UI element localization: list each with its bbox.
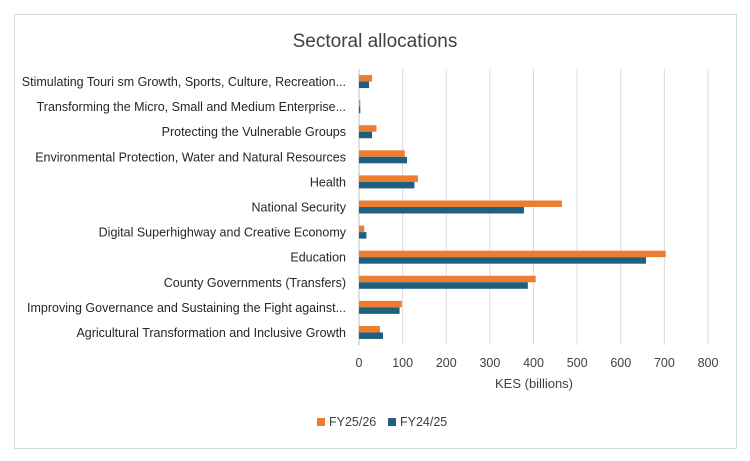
category-label: County Governments (Transfers) <box>164 276 346 290</box>
legend-swatch <box>317 418 325 426</box>
bar-fy25-26 <box>359 100 361 107</box>
chart-title: Sectoral allocations <box>293 31 458 52</box>
x-tick-label: 0 <box>356 356 363 370</box>
legend-item[interactable]: FY24/25 <box>388 415 447 429</box>
x-tick-label: 100 <box>392 356 413 370</box>
bar-fy24-25 <box>359 232 367 239</box>
category-label: Protecting the Vulnerable Groups <box>162 125 346 139</box>
x-tick-label: 800 <box>698 356 719 370</box>
bar-fy25-26 <box>359 75 373 82</box>
x-tick-label: 200 <box>436 356 457 370</box>
category-label: Health <box>310 175 346 189</box>
legend-label: FY24/25 <box>400 415 447 429</box>
bar-fy24-25 <box>359 156 407 164</box>
bar-fy24-25 <box>359 207 524 214</box>
bar-fy25-26 <box>359 275 536 283</box>
bar-fy24-25 <box>359 81 370 89</box>
legend[interactable]: FY25/26 FY24/25 <box>317 415 447 429</box>
bar-fy25-26 <box>359 125 377 132</box>
bar-fy25-26 <box>359 225 365 233</box>
bars <box>359 75 666 339</box>
bar-fy24-25 <box>359 131 373 139</box>
category-label: Environmental Protection, Water and Natu… <box>35 150 346 164</box>
bar-fy25-26 <box>359 175 418 182</box>
category-label: Agricultural Transformation and Inclusiv… <box>76 326 346 340</box>
bar-fy24-25 <box>359 282 528 289</box>
x-tick-label: 300 <box>479 356 500 370</box>
legend-swatch <box>388 418 396 426</box>
bar-fy25-26 <box>359 150 405 157</box>
bar-fy24-25 <box>359 257 647 264</box>
x-tick-label: 700 <box>654 356 675 370</box>
x-tick-label: 600 <box>610 356 631 370</box>
bar-fy25-26 <box>359 200 562 207</box>
bar-fy24-25 <box>359 106 361 114</box>
x-tick-label: 500 <box>567 356 588 370</box>
legend-item[interactable]: FY25/26 <box>317 415 376 429</box>
chart-frame <box>14 14 737 449</box>
bar-fy25-26 <box>359 300 402 308</box>
bar-fy25-26 <box>359 325 380 333</box>
x-axis-title: KES (billions) <box>495 376 573 391</box>
x-tick-label: 400 <box>523 356 544 370</box>
bar-fy25-26 <box>359 250 666 258</box>
legend-label: FY25/26 <box>329 415 376 429</box>
category-label: Digital Superhighway and Creative Econom… <box>99 226 347 240</box>
bar-fy24-25 <box>359 307 400 314</box>
category-label: Improving Governance and Sustaining the … <box>27 301 346 315</box>
bar-fy24-25 <box>359 332 383 339</box>
bar-fy24-25 <box>359 181 415 189</box>
category-label: National Security <box>252 201 347 215</box>
category-label: Stimulating Touri sm Growth, Sports, Cul… <box>22 75 346 89</box>
x-tick-labels: 0 100 200 300 400 500 600 700 800 <box>356 356 719 370</box>
category-label: Transforming the Micro, Small and Medium… <box>37 100 346 114</box>
category-label: Education <box>290 251 346 265</box>
category-labels: Stimulating Touri sm Growth, Sports, Cul… <box>22 75 347 340</box>
